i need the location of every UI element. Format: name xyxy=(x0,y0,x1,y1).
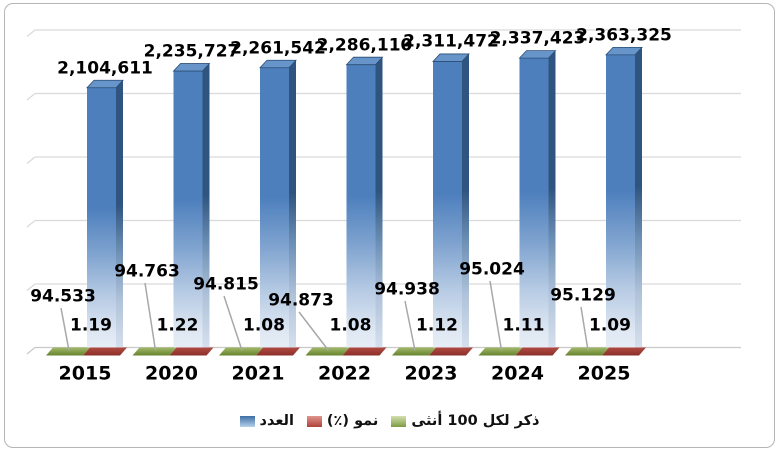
bar-top-2024 xyxy=(518,50,557,59)
bar-top-2021 xyxy=(259,59,297,69)
ratio-label-2022: 94.873 xyxy=(268,290,334,311)
growth-tile-2022 xyxy=(342,347,387,356)
ratio-tile-2020 xyxy=(132,347,177,356)
category-label-2023: 2023 xyxy=(404,362,458,385)
ratio-label-2021: 94.815 xyxy=(193,274,259,295)
growth-tile-2020 xyxy=(169,347,214,356)
leader-line-2022 xyxy=(298,311,330,351)
growth-tile-2025 xyxy=(602,347,646,356)
bar-top-2015 xyxy=(86,79,124,89)
ratio-tile-2015 xyxy=(46,347,90,356)
ratio-label-2025: 95.129 xyxy=(550,285,616,306)
value-label-2025: 2,363,325 xyxy=(576,25,672,46)
bar-top-2025 xyxy=(605,46,643,56)
category-label-2025: 2025 xyxy=(577,362,631,385)
bar-column-2015 xyxy=(87,87,116,356)
growth-label-2020: 1.22 xyxy=(156,315,199,336)
legend-swatch-1 xyxy=(306,415,322,427)
gridline xyxy=(26,29,741,37)
leader-line-2024 xyxy=(489,280,503,351)
value-label-2015: 2,104,611 xyxy=(57,58,153,79)
bar-side-2022 xyxy=(375,57,383,356)
legend-label-2: ذكر لكل 100 أنثى xyxy=(411,413,540,429)
category-label-2021: 2021 xyxy=(231,362,285,385)
growth-label-2015: 1.19 xyxy=(70,315,112,336)
legend-item-0[interactable]: العدد xyxy=(239,413,294,429)
ratio-tile-2025 xyxy=(565,347,609,356)
ratio-tile-2021 xyxy=(219,347,263,356)
gridline xyxy=(26,283,741,291)
legend-label-1: نمو (٪) xyxy=(326,413,379,429)
chart-border xyxy=(4,3,775,448)
growth-label-2021: 1.08 xyxy=(243,315,285,336)
growth-tile-2015 xyxy=(83,347,127,356)
ratio-label-2023: 94.938 xyxy=(374,279,440,300)
growth-label-2023: 1.12 xyxy=(416,315,458,336)
value-label-2023: 2,311,472 xyxy=(403,31,499,52)
leader-line-2023 xyxy=(404,300,416,351)
bar-side-2023 xyxy=(462,53,469,356)
leader-line-2020 xyxy=(144,282,157,351)
ratio-label-2015: 94.533 xyxy=(30,286,96,307)
growth-tile-2024 xyxy=(515,347,560,356)
category-label-2024: 2024 xyxy=(491,362,544,385)
growth-label-2024: 1.11 xyxy=(502,315,545,336)
bar-column-2023 xyxy=(433,61,462,356)
legend-item-2[interactable]: ذكر لكل 100 أنثى xyxy=(391,413,540,429)
leader-line-2015 xyxy=(60,307,70,351)
ratio-label-2024: 95.024 xyxy=(459,259,525,280)
growth-tile-2021 xyxy=(256,347,300,356)
ratio-tile-2022 xyxy=(305,347,350,356)
ratio-label-2020: 94.763 xyxy=(114,261,180,282)
growth-tile-2023 xyxy=(429,347,473,356)
leader-line-2025 xyxy=(580,306,589,351)
growth-label-2022: 1.08 xyxy=(329,315,372,336)
growth-label-2025: 1.09 xyxy=(589,315,631,336)
bar-column-2020 xyxy=(173,71,203,356)
bar-side-2020 xyxy=(202,63,210,356)
legend-label-0: العدد xyxy=(259,413,294,429)
legend-item-1[interactable]: نمو (٪) xyxy=(306,413,379,429)
bar-column-2024 xyxy=(519,58,549,356)
gridline xyxy=(26,219,741,228)
value-label-2024: 2,337,423 xyxy=(489,28,586,49)
category-label-2022: 2022 xyxy=(318,362,371,385)
legend-swatch-2 xyxy=(391,415,407,427)
bar-column-2021 xyxy=(260,67,289,356)
legend-swatch-0 xyxy=(239,415,255,427)
bar-side-2024 xyxy=(548,50,556,356)
bar-side-2025 xyxy=(635,47,642,356)
bar-column-2022 xyxy=(346,64,376,356)
leader-line-2021 xyxy=(223,295,243,351)
bar-top-2023 xyxy=(432,53,470,62)
value-label-2021: 2,261,542 xyxy=(230,38,326,59)
bar-side-2015 xyxy=(116,80,123,356)
value-label-2022: 2,286,110 xyxy=(316,35,413,56)
bar-side-2021 xyxy=(289,60,296,356)
value-label-2020: 2,235,727 xyxy=(143,41,240,62)
chart-legend: العدد نمو (٪) ذكر لكل 100 أنثى xyxy=(0,406,779,436)
bar-column-2025 xyxy=(606,54,635,356)
gridline xyxy=(26,156,741,164)
bar-top-2020 xyxy=(172,63,211,72)
category-label-2020: 2020 xyxy=(145,362,198,385)
ratio-tile-2023 xyxy=(392,347,436,356)
gridline xyxy=(26,92,741,101)
ratio-tile-2024 xyxy=(478,347,523,356)
bar-top-2022 xyxy=(345,56,384,66)
category-label-2015: 2015 xyxy=(58,362,112,385)
